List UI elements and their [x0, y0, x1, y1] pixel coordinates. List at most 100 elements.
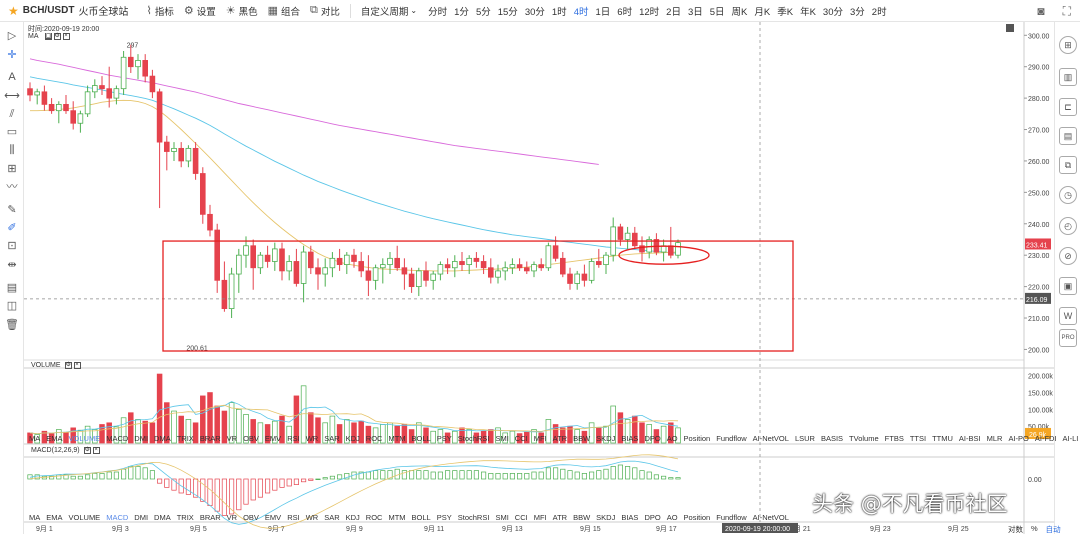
interval-13[interactable]: 周K	[731, 6, 748, 18]
indicator-tab-ma[interactable]: MA	[29, 513, 41, 522]
indicator-tab-atr[interactable]: ATR	[552, 434, 568, 443]
indicator-tab-volume[interactable]: VOLUME	[68, 434, 101, 443]
indicator-tab-ai-netvol[interactable]: AI-NetVOL	[752, 513, 789, 522]
indicator-tab-fundflow[interactable]: Fundflow	[716, 434, 747, 443]
speed-icon[interactable]: ◴	[1059, 217, 1077, 235]
indicator-tab-dma[interactable]: DMA	[154, 434, 171, 443]
interval-7[interactable]: 1日	[595, 6, 611, 18]
indicator-tab-ttsi[interactable]: TTSI	[909, 434, 927, 443]
pro-icon[interactable]: PRO	[1059, 329, 1077, 347]
interval-3[interactable]: 15分	[497, 6, 518, 18]
indicator-tab-trix[interactable]: TRIX	[176, 434, 194, 443]
copy-icon[interactable]: ⧉	[1059, 156, 1077, 174]
indicator-tab-skdj[interactable]: SKDJ	[596, 434, 616, 443]
indicator-tab-atr[interactable]: ATR	[552, 513, 568, 522]
indicator-tab-sar[interactable]: SAR	[324, 434, 340, 443]
macd-close-icon[interactable]: ×	[92, 447, 100, 454]
indicator-tab-dma[interactable]: DMA	[154, 513, 171, 522]
indicator-tab-skdj[interactable]: SKDJ	[596, 513, 616, 522]
indicator-tab-position[interactable]: Position	[683, 434, 711, 443]
add-chart-icon[interactable]: ⊞	[1059, 36, 1077, 54]
indicator-tab-obv[interactable]: OBV	[243, 434, 259, 443]
indicator-tab-ao[interactable]: AO	[666, 513, 678, 522]
indicator-tab-ema[interactable]: EMA	[46, 434, 63, 443]
interval-1[interactable]: 1分	[454, 6, 469, 18]
eye-toggle-icon[interactable]: ▣	[44, 33, 52, 40]
save-drawing-icon[interactable]: ▤	[6, 282, 18, 294]
interval-2[interactable]: 5分	[475, 6, 491, 18]
interval-14[interactable]: 月K	[754, 6, 771, 18]
cursor-icon[interactable]: ▷	[7, 30, 17, 42]
indicator-tab-sar[interactable]: SAR	[324, 513, 340, 522]
indicator-tab-dmi[interactable]: DMI	[134, 434, 149, 443]
eye-icon[interactable]: ◫	[6, 300, 18, 312]
indicator-tab-tvolume[interactable]: TVolume	[849, 434, 879, 443]
indicator-tab-position[interactable]: Position	[683, 513, 711, 522]
trade-list-icon[interactable]: ▤	[1059, 127, 1077, 145]
interval-12[interactable]: 5日	[709, 6, 725, 18]
indicator-tab-mfi[interactable]: MFI	[533, 513, 547, 522]
log-scale-toggle[interactable]: 对数	[1008, 525, 1023, 534]
indicator-tab-bbw[interactable]: BBW	[573, 513, 591, 522]
indicator-tab-ttmu[interactable]: TTMU	[932, 434, 953, 443]
interval-4[interactable]: 30分	[524, 6, 545, 18]
indicator-tab-ai-bsi[interactable]: AI-BSI	[958, 434, 981, 443]
indicator-tab-smi[interactable]: SMI	[495, 513, 509, 522]
indicator-tab-smi[interactable]: SMI	[495, 434, 509, 443]
indicator-tab-mfi[interactable]: MFI	[533, 434, 547, 443]
lock-icon[interactable]: ⊡	[7, 240, 17, 252]
indicator-tab-rsi[interactable]: RSI	[287, 513, 300, 522]
indicator-tab-ai-netvol[interactable]: AI-NetVOL	[752, 434, 789, 443]
layout-grid-icon[interactable]: ▥	[1059, 68, 1077, 86]
horizontal-line-icon[interactable]: ⟷	[4, 90, 20, 102]
indicator-tab-bias[interactable]: BIAS	[621, 513, 639, 522]
fibonacci-icon[interactable]: ⊞	[7, 163, 17, 175]
channel-icon[interactable]: ⫼	[9, 144, 15, 156]
indicator-tab-cci[interactable]: CCI	[514, 513, 528, 522]
chart-area[interactable]: 200.00 210.00 220.00 230.00 240.00 250.00 260.…	[24, 22, 1054, 534]
indicator-tab-brar[interactable]: BRAR	[199, 434, 221, 443]
indicator-tab-psy[interactable]: PSY	[436, 434, 452, 443]
indicator-tab-boll[interactable]: BOLL	[411, 434, 431, 443]
pencil-icon[interactable]: ✎	[7, 204, 17, 216]
indicator-tab-dmi[interactable]: DMI	[134, 513, 149, 522]
indicator-tab-brar[interactable]: BRAR	[199, 513, 221, 522]
indicator-tab-stochrsi[interactable]: StochRSI	[457, 434, 490, 443]
indicator-button[interactable]: ⌇ 指标	[146, 4, 173, 18]
indicator-tab-rsi[interactable]: RSI	[287, 434, 300, 443]
custom-period-dropdown[interactable]: 自定义周期 ⌄	[361, 4, 417, 18]
indicator-tab-ema[interactable]: EMA	[46, 513, 63, 522]
volume-close-icon[interactable]: ×	[73, 362, 81, 369]
fullscreen-icon[interactable]: ⛶	[1062, 3, 1071, 18]
indicator-tab-mtm[interactable]: MTM	[388, 434, 406, 443]
indicator-tab-vr[interactable]: VR	[226, 513, 238, 522]
percent-scale-toggle[interactable]: %	[1031, 524, 1038, 533]
indicator-tab-wr[interactable]: WR	[305, 434, 319, 443]
macd-settings-icon[interactable]: ⚙	[83, 447, 91, 454]
indicator-tab-basis[interactable]: BASIS	[820, 434, 844, 443]
interval-8[interactable]: 6时	[617, 6, 633, 18]
gear-small-icon[interactable]: ⚙	[53, 33, 61, 40]
indicator-tab-mlr[interactable]: MLR	[986, 434, 1003, 443]
w-icon[interactable]: W	[1059, 307, 1077, 325]
theme-button[interactable]: ☀ 黑色	[226, 4, 258, 18]
trend-line-icon[interactable]: ⫽	[9, 108, 15, 120]
indicator-tab-cci[interactable]: CCI	[514, 434, 528, 443]
indicator-tab-lsur[interactable]: LSUR	[794, 434, 815, 443]
depth-chart-icon[interactable]: ⊏	[1059, 98, 1077, 116]
indicator-tab-emv[interactable]: EMV	[264, 434, 282, 443]
indicator-tab-dpo[interactable]: DPO	[644, 513, 661, 522]
interval-18[interactable]: 3分	[850, 6, 865, 18]
indicator-tab-emv[interactable]: EMV	[264, 513, 282, 522]
indicator-tab-stochrsi[interactable]: StochRSI	[457, 513, 490, 522]
settings-button[interactable]: ⚙ 设置	[184, 4, 216, 18]
indicator-tab-wr[interactable]: WR	[305, 513, 319, 522]
interval-6[interactable]: 4时	[573, 6, 589, 18]
favorite-star-icon[interactable]: ★	[8, 3, 19, 18]
indicator-tab-obv[interactable]: OBV	[243, 513, 259, 522]
indicator-tab-macd[interactable]: MACD	[106, 513, 129, 522]
interval-16[interactable]: 年K	[800, 6, 816, 18]
indicator-tab-bbw[interactable]: BBW	[573, 434, 591, 443]
indicator-tab-volume[interactable]: VOLUME	[68, 513, 101, 522]
indicator-tab-ma[interactable]: MA	[29, 434, 41, 443]
